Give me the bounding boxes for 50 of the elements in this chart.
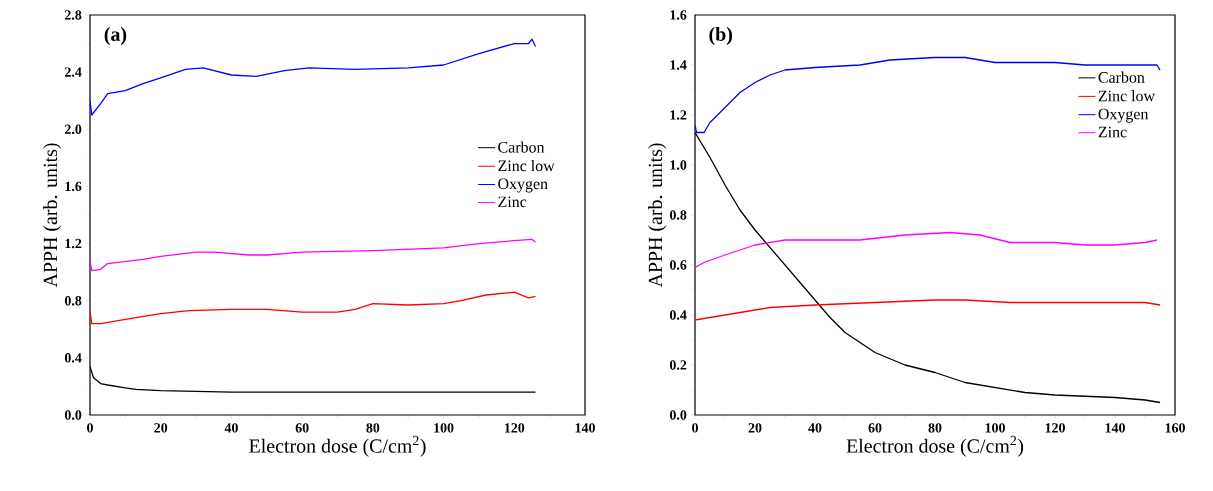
- y-axis-title: APPH (arb. units): [43, 143, 62, 288]
- y-tick-label: 2.0: [64, 124, 82, 135]
- y-tick-label: 2.4: [64, 67, 82, 77]
- x-tick-label: 0: [692, 423, 698, 433]
- y-tick-label: 0.6: [669, 260, 687, 270]
- y-tick-label: 1.6: [670, 10, 687, 20]
- x-tick-label: 20: [748, 423, 762, 433]
- x-tick-label: 40: [808, 423, 822, 433]
- y-tick-label: 0.4: [669, 310, 687, 320]
- y-axis-title: APPH (arb. units): [648, 143, 667, 288]
- y-tick-label: 1.2: [670, 110, 687, 120]
- y-tick-label: 0.8: [669, 210, 687, 220]
- legend-label: Zinc: [1098, 126, 1127, 138]
- y-tick-label: 0.8: [64, 295, 82, 306]
- y-tick-label: 2.8: [64, 10, 82, 20]
- legend-label: Zinc: [498, 196, 527, 208]
- y-tick-label: 0.2: [669, 360, 687, 370]
- y-tick-label: 0.4: [64, 353, 82, 363]
- x-axis-title: Electron dose (C/cm$^{2}$): [249, 435, 426, 457]
- y-tick-label: 1.0: [670, 160, 687, 170]
- annotation: (a): [104, 26, 127, 45]
- x-tick-label: 80: [366, 423, 380, 433]
- legend-label: Zinc low: [1098, 90, 1155, 102]
- x-tick-label: 120: [504, 423, 525, 433]
- line-series: [90, 291, 537, 325]
- x-tick-label: 20: [154, 423, 168, 433]
- annotation: (b): [709, 26, 733, 45]
- x-tick-label: 160: [1165, 423, 1185, 433]
- y-tick-label: 1.4: [670, 60, 687, 70]
- legend-label: Zinc low: [498, 159, 555, 172]
- legend-label: Carbon: [498, 141, 545, 153]
- x-axis-title: Electron dose (C/cm$^{2}$): [846, 435, 1024, 457]
- x-tick-label: 60: [295, 423, 309, 433]
- x-tick-label: 100: [434, 423, 454, 433]
- y-tick-label: 0.0: [64, 410, 82, 420]
- legend-label: Oxygen: [498, 178, 548, 193]
- y-tick-label: 1.2: [65, 238, 82, 249]
- y-tick-label: 1.6: [65, 181, 82, 192]
- x-tick-label: 100: [985, 423, 1005, 433]
- legend-label: Oxygen: [1098, 108, 1149, 123]
- x-tick-label: 140: [575, 423, 595, 433]
- x-tick-label: 80: [928, 423, 942, 433]
- x-tick-label: 140: [1105, 423, 1125, 433]
- legend-label: Carbon: [1098, 71, 1145, 83]
- line-series: [90, 238, 537, 272]
- x-tick-label: 0: [87, 423, 93, 433]
- x-tick-label: 120: [1045, 423, 1065, 433]
- x-tick-label: 60: [868, 423, 882, 433]
- y-tick-label: 0.0: [669, 410, 687, 420]
- x-tick-label: 40: [224, 423, 238, 433]
